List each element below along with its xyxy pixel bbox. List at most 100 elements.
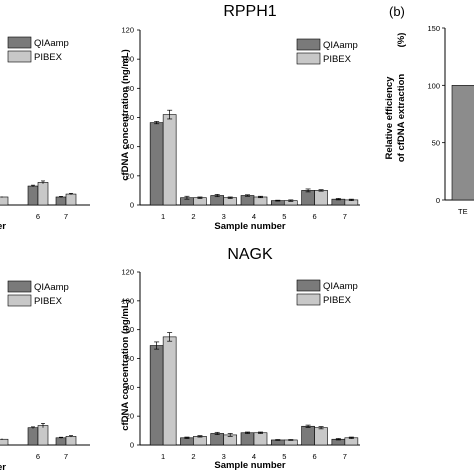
bar-pibex (223, 197, 238, 206)
y-tick-label: 80 (126, 84, 134, 93)
y-axis-label-line-2: of cfDNA extraction (396, 74, 407, 163)
bar-qiaamp (240, 432, 255, 446)
y-tick-label: 0 (436, 196, 440, 205)
y-tick-label: 20 (126, 171, 134, 180)
bar-pibex (0, 196, 9, 206)
bar-pibex (65, 436, 77, 446)
x-tick-label: 2 (191, 452, 195, 461)
y-tick-label: 40 (126, 383, 134, 392)
y-tick-label: 40 (126, 142, 134, 151)
y-tick-label: 20 (126, 412, 134, 421)
legend: QIAamp PIBEX (296, 38, 358, 65)
x-tick-label: 3 (222, 452, 226, 461)
y-tick-label: 100 (121, 296, 134, 305)
legend-label: QIAamp (34, 38, 69, 49)
bar-pibex (193, 197, 207, 206)
legend-label: PIBEX (323, 54, 352, 65)
chart-panel-b: (b) 0 50 100 150 TE Relative efficiency of c… (384, 4, 474, 216)
bar-qiaamp (27, 427, 39, 446)
y-axis-label: cfDNA concentration (ng/mL) (120, 299, 131, 431)
x-tick-label: 5 (282, 212, 286, 221)
y-tick-label: 100 (427, 81, 440, 90)
chart-left-bottom: 6 7 er QIAamp PIBEX (0, 280, 90, 473)
legend-swatch-pibex (7, 294, 32, 307)
x-tick-label: 4 (252, 452, 256, 461)
chart-rpph1: RPPH1 0 20 40 60 80 100 120 1 2 3 4 5 6 7 Sample numb… (120, 3, 360, 232)
bar-qiaamp (180, 437, 194, 446)
x-tick-label: 6 (312, 452, 316, 461)
bar-pibex (37, 182, 49, 206)
bar-pibex (314, 190, 328, 206)
legend: QIAamp PIBEX (7, 36, 69, 63)
x-tick-label: 4 (252, 212, 256, 221)
x-tick-label: 7 (343, 212, 347, 221)
chart-title: NAGK (227, 246, 273, 263)
x-tick-label: TE (458, 207, 468, 216)
y-tick-label: 60 (126, 354, 134, 363)
y-tick-label: 60 (126, 113, 134, 122)
y-axis-label-unit: (%) (396, 33, 407, 48)
legend: QIAamp PIBEX (7, 280, 69, 307)
legend-swatch-qiaamp (296, 279, 321, 292)
x-axis-label: er (0, 221, 6, 232)
bar-qiaamp (301, 190, 315, 206)
chart-left-top: 6 7 er QIAamp PIBEX (0, 36, 90, 232)
y-tick-label: 80 (126, 325, 134, 334)
legend-label: PIBEX (34, 52, 63, 63)
y-tick-label: 0 (130, 201, 134, 210)
x-tick-label: 7 (64, 452, 68, 461)
x-tick-label: 1 (161, 212, 165, 221)
y-tick-label: 120 (121, 26, 134, 35)
y-tick-label: 100 (121, 55, 134, 64)
bar-qiaamp (210, 433, 225, 446)
legend-swatch-pibex (296, 293, 321, 306)
bar-qiaamp (149, 122, 164, 206)
bar-pibex (162, 336, 177, 446)
panel-label: (b) (389, 4, 405, 19)
chart-title: RPPH1 (223, 3, 276, 20)
x-axis-label: Sample number (214, 221, 286, 232)
x-tick-label: 1 (161, 452, 165, 461)
y-axis-label: cfDNA concentration (ng/mL) (120, 49, 131, 181)
x-tick-label: 6 (36, 452, 40, 461)
x-tick-label: 5 (282, 452, 286, 461)
bar-pibex (253, 432, 268, 446)
y-tick-label: 150 (427, 24, 440, 33)
legend-swatch-pibex (7, 50, 32, 63)
bar-qiaamp (301, 425, 315, 446)
bar-pibex (65, 193, 77, 206)
legend-swatch-qiaamp (7, 36, 32, 49)
y-tick-label: 50 (432, 139, 440, 148)
y-tick-label: 120 (121, 268, 134, 277)
bar-pibex (37, 425, 49, 446)
bar-pibex (344, 437, 359, 446)
bar-pibex (0, 438, 9, 446)
legend-label: QIAamp (323, 281, 358, 292)
bar-pibex (162, 114, 177, 206)
bar-qiaamp (149, 345, 164, 446)
bar-qiaamp (55, 196, 67, 206)
x-tick-label: 7 (343, 452, 347, 461)
bar-pibex (193, 436, 207, 446)
bar-te (451, 85, 474, 201)
x-axis-label: er (0, 462, 6, 473)
x-tick-label: 2 (191, 212, 195, 221)
y-axis-label-line-1: Relative efficiency (384, 76, 395, 160)
legend-label: PIBEX (34, 296, 63, 307)
legend-swatch-pibex (296, 52, 321, 65)
legend-label: QIAamp (34, 282, 69, 293)
legend-label: QIAamp (323, 40, 358, 51)
x-tick-label: 6 (312, 212, 316, 221)
x-axis-label: Sample number (214, 460, 286, 471)
bar-qiaamp (240, 195, 255, 206)
legend-label: PIBEX (323, 295, 352, 306)
bar-pibex (253, 196, 268, 206)
bar-qiaamp (55, 437, 67, 446)
x-tick-label: 7 (64, 212, 68, 221)
bar-qiaamp (27, 185, 39, 206)
legend: QIAamp PIBEX (296, 279, 358, 306)
legend-swatch-qiaamp (296, 38, 321, 51)
chart-nagk: NAGK 0 20 40 60 80 100 120 1 2 3 4 5 6 7 Sample numbe… (120, 246, 360, 471)
legend-swatch-qiaamp (7, 280, 32, 293)
